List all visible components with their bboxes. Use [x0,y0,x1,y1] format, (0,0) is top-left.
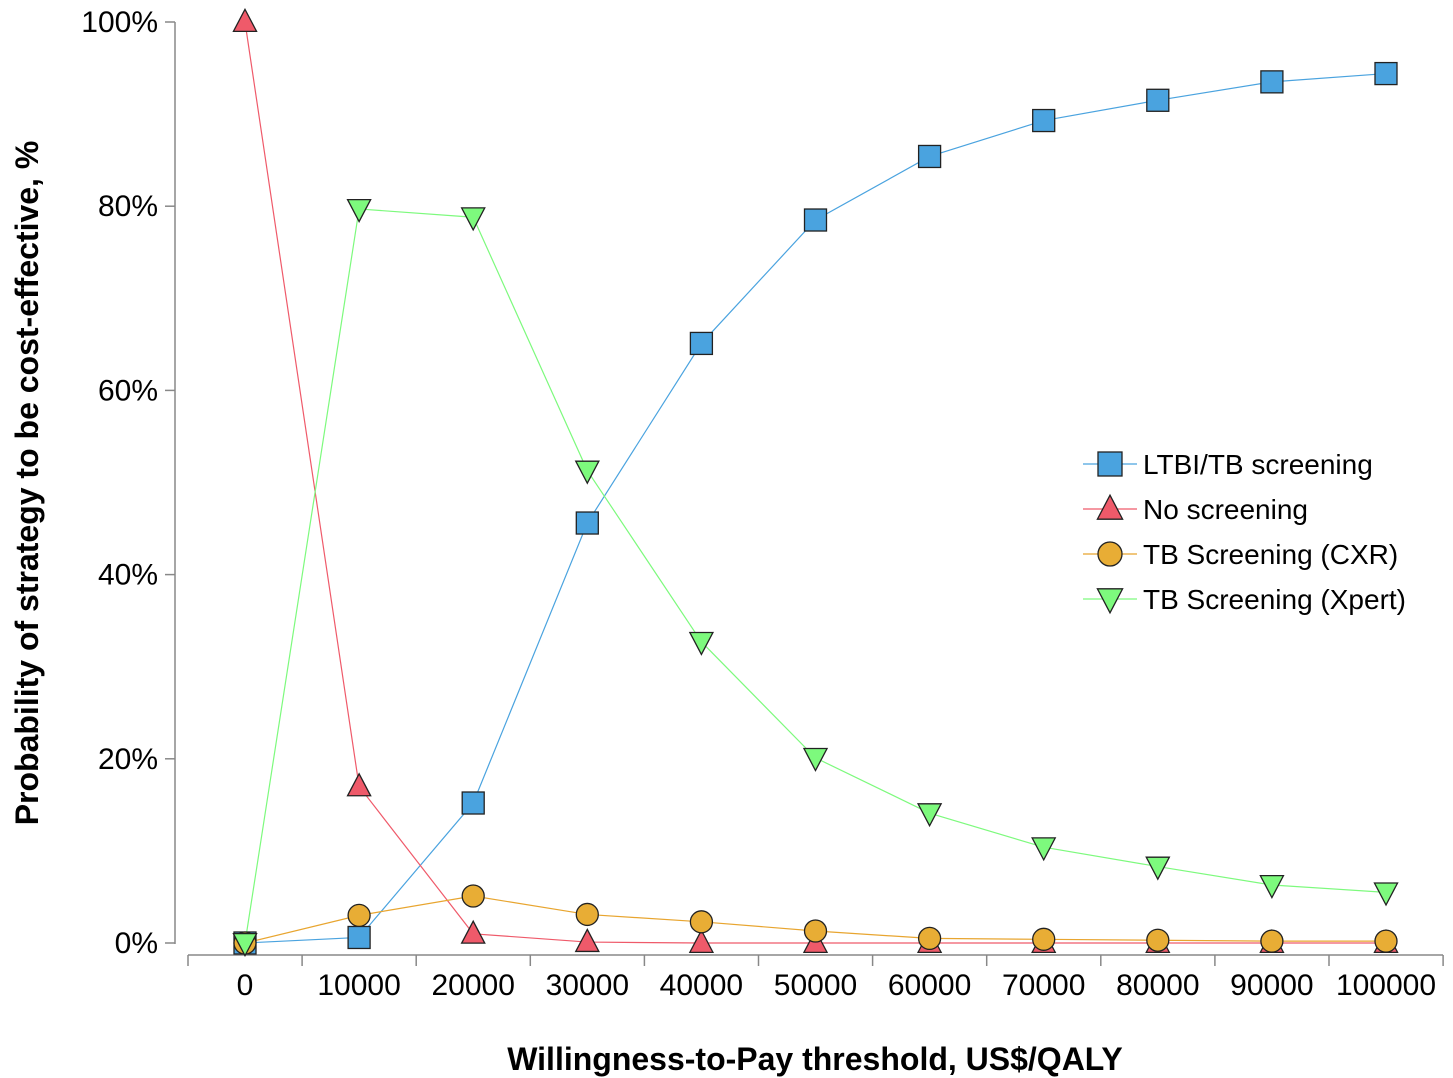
x-tick-label: 40000 [660,969,743,1002]
data-point-ltbi-tb-screening [461,791,485,815]
data-point-tb-screening-xpert [688,631,715,656]
x-tick-label: 10000 [317,969,400,1002]
data-point-tb-screening-xpert [232,933,258,958]
y-tick-label: 60% [98,374,158,407]
data-point-tb-screening-xpert [916,803,943,828]
data-point-tb-screening-xpert [346,198,372,224]
data-point-ltbi-tb-screening [917,144,942,169]
x-ticks: 0 10000 20000 30000 40000 50000 60000 70000 8000… [187,955,1444,1002]
data-point-ltbi-tb-screening [1260,70,1284,94]
legend: LTBI/TB screening No screening TB Screenin… [1083,449,1406,615]
y-tick-label: 80% [98,190,158,223]
legend-item-no-screening: No screening [1083,493,1308,525]
legend-item-ltbi-tb-screening: LTBI/TB screening [1083,449,1373,480]
data-point-ltbi-tb-screening [1374,61,1398,86]
data-point-ltbi-tb-screening [689,331,714,356]
x-tick-label: 70000 [1002,969,1085,1002]
legend-marker-tb-screening-cxr [1097,541,1123,567]
y-tick-label: 20% [98,743,158,776]
x-tick-label: 100000 [1336,969,1436,1002]
data-point-ltbi-tb-screening [1032,108,1056,133]
data-point-ltbi-tb-screening [575,511,599,535]
legend-label: LTBI/TB screening [1143,449,1373,480]
legend-marker-no-screening [1096,493,1124,520]
legend-item-tb-screening-cxr: TB Screening (CXR) [1083,539,1398,570]
y-tick-label: 100% [81,6,158,39]
data-point-tb-screening-xpert [1259,874,1285,900]
legend-marker-ltbi-tb-screening [1097,451,1123,477]
data-point-tb-screening-xpert [802,747,829,772]
x-tick-label: 90000 [1230,969,1313,1002]
axes [174,22,1443,956]
data-point-tb-screening-xpert [1373,882,1399,907]
data-point-tb-screening-xpert [1145,856,1171,881]
y-tick-label: 0% [115,927,158,960]
data-point-tb-screening-cxr [461,884,485,908]
legend-label: TB Screening (CXR) [1143,539,1398,570]
x-tick-label: 60000 [888,969,971,1002]
data-point-tb-screening-xpert [1031,837,1057,862]
data-point-tb-screening-cxr [347,903,371,928]
y-ticks: 0% 20% 40% 60% 80% 100% [81,6,175,960]
x-tick-label: 30000 [546,969,629,1002]
data-point-tb-screening-cxr [803,919,828,943]
legend-label: TB Screening (Xpert) [1143,584,1406,615]
data-point-tb-screening-cxr [575,902,599,927]
data-point-tb-screening-xpert [460,207,486,232]
x-tick-label: 50000 [774,969,857,1002]
data-point-no-screening [346,772,372,797]
series-tb-screening-cxr-points [233,884,1398,955]
series-line-no-screening [244,21,1386,944]
series-layer [232,7,1399,958]
legend-item-tb-screening-xpert: TB Screening (Xpert) [1083,584,1406,615]
data-point-no-screening [460,919,486,944]
data-point-tb-screening-xpert [574,460,600,485]
x-axis-title: Willingness-to-Pay threshold, US$/QALY [507,1041,1123,1077]
data-point-tb-screening-cxr [1260,929,1284,953]
data-point-tb-screening-cxr [1374,929,1398,953]
data-point-ltbi-tb-screening [347,925,371,950]
data-point-no-screening [574,928,600,953]
data-point-no-screening [232,7,258,33]
data-point-tb-screening-cxr [917,926,942,951]
series-line-tb-screening-xpert [244,208,1387,944]
legend-marker-tb-screening-xpert [1096,588,1124,615]
data-point-tb-screening-cxr [1032,927,1056,951]
series-tb-screening-xpert-points [232,198,1399,958]
x-tick-label: 80000 [1116,969,1199,1002]
data-point-no-screening [688,928,715,953]
x-tick-label: 20000 [431,969,514,1002]
series-no-screening-line-group [244,21,1386,944]
series-tb-screening-xpert-line-group [244,208,1387,944]
y-axis-title: Probability of strategy to be cost-effec… [9,141,45,826]
series-no-screening-points [232,7,1399,953]
data-point-ltbi-tb-screening [1146,88,1170,112]
data-point-tb-screening-cxr [1146,928,1170,952]
data-point-tb-screening-cxr [689,910,714,934]
data-point-ltbi-tb-screening [803,208,828,232]
legend-label: No screening [1143,494,1308,525]
y-tick-label: 40% [98,559,158,592]
x-tick-label: 0 [237,969,254,1002]
